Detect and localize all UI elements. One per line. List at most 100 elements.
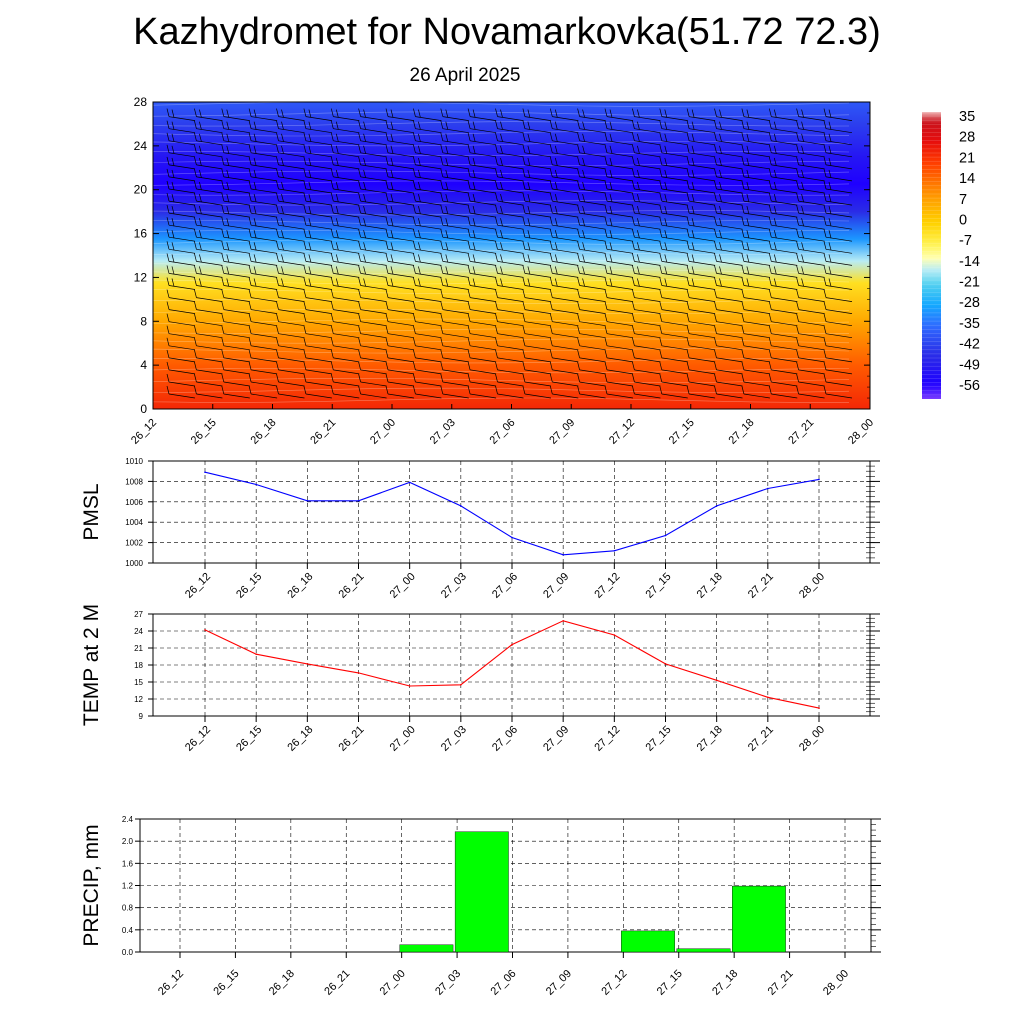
wind-barb-flag xyxy=(522,132,526,141)
contour-line xyxy=(152,279,850,285)
wind-barb-flag xyxy=(823,108,827,117)
wind-barb-flag xyxy=(686,180,690,190)
wind-barb-flag xyxy=(522,193,526,202)
wind-barb-flag xyxy=(746,218,750,227)
wind-barb-flag xyxy=(741,132,745,141)
wind-barb xyxy=(248,241,278,254)
wind-barb-shaft xyxy=(771,200,798,206)
wind-barb-flag xyxy=(440,337,444,346)
wind-barb-shaft xyxy=(771,381,798,387)
wind-barb-flag xyxy=(335,194,339,202)
wind-barb xyxy=(823,289,853,302)
wind-barb-flag xyxy=(659,361,663,370)
wind-barb-flag xyxy=(522,168,526,177)
wind-barb xyxy=(248,180,278,194)
y-tick-label: 24 xyxy=(134,139,148,153)
wind-barb-shaft xyxy=(278,248,305,254)
wind-barb-flag xyxy=(773,109,777,118)
wind-barb-flag xyxy=(276,313,279,322)
wind-barb-flag xyxy=(253,157,257,166)
wind-barb-flag xyxy=(276,108,279,117)
wind-barb-flag xyxy=(467,205,471,214)
wind-barb-flag xyxy=(632,253,635,262)
wind-barb xyxy=(632,217,661,230)
wind-barb-flag xyxy=(582,266,585,275)
wind-barb-shaft xyxy=(497,297,524,302)
wind-barb xyxy=(166,325,196,339)
wind-barb xyxy=(385,193,415,206)
wind-barb xyxy=(823,349,853,363)
wind-barb-flag xyxy=(166,361,170,370)
wind-barb-flag xyxy=(768,217,772,226)
wind-barb-shaft xyxy=(689,152,716,158)
wind-barb-flag xyxy=(522,361,526,370)
wind-barb-shaft xyxy=(798,116,825,121)
precip-bar xyxy=(621,930,675,953)
wind-barb-flag xyxy=(823,301,827,310)
x-tick-label: 26_18 xyxy=(249,417,279,447)
wind-barb-flag xyxy=(577,205,580,214)
wind-barb-flag xyxy=(828,169,832,178)
wind-barb-flag xyxy=(719,181,722,190)
wind-barb-shaft xyxy=(579,321,606,327)
wind-barb xyxy=(522,229,551,242)
wind-barb-shaft xyxy=(771,345,798,351)
wind-barb xyxy=(166,193,196,206)
wind-barb-shaft xyxy=(771,176,798,182)
wind-barb xyxy=(276,193,305,206)
wind-barb-shaft xyxy=(333,261,360,266)
wind-barb-flag xyxy=(385,241,389,250)
wind-barb-flag xyxy=(495,253,498,262)
wind-barb-flag xyxy=(664,181,668,190)
x-tick-label: 27_00 xyxy=(388,724,418,754)
wind-barb-shaft xyxy=(223,321,250,327)
wind-barb-flag xyxy=(221,361,225,370)
wind-barb xyxy=(221,156,250,170)
wind-barb-shaft xyxy=(360,381,387,387)
wind-barb xyxy=(413,289,442,302)
wind-barb xyxy=(604,229,634,242)
wind-barb xyxy=(221,265,250,278)
wind-barb-flag xyxy=(253,230,257,239)
wind-barb-flag xyxy=(281,278,284,287)
wind-barb-flag xyxy=(495,265,498,274)
wind-barb-flag xyxy=(166,373,170,383)
wind-barb-flag xyxy=(194,180,197,190)
wind-barb-flag xyxy=(166,301,170,310)
wind-barb-flag xyxy=(248,385,252,395)
wind-barb xyxy=(330,108,360,121)
wind-barb xyxy=(577,373,606,387)
wind-barb xyxy=(522,337,551,351)
wind-barb-shaft xyxy=(579,176,606,182)
wind-barb-flag xyxy=(194,265,197,274)
wind-barb-flag xyxy=(363,206,366,214)
wind-barb xyxy=(330,385,360,399)
wind-barb-flag xyxy=(440,168,444,177)
wind-barb-shaft xyxy=(497,321,524,327)
wind-barb xyxy=(276,132,305,146)
wind-barb-flag xyxy=(194,325,197,334)
wind-barb-shaft xyxy=(251,309,278,314)
wind-barb-flag xyxy=(303,229,307,238)
wind-barb xyxy=(440,373,469,387)
wind-barb xyxy=(549,205,579,218)
wind-barb xyxy=(495,193,524,206)
wind-barb xyxy=(194,217,223,230)
wind-barb xyxy=(714,265,743,278)
wind-barb xyxy=(467,301,497,314)
wind-barb xyxy=(303,301,332,314)
page-subtitle: 26 April 2025 xyxy=(409,65,521,86)
wind-barb-flag xyxy=(686,253,690,262)
wind-barb-shaft xyxy=(251,176,278,182)
wind-barb-flag xyxy=(221,229,225,238)
data-point xyxy=(818,478,820,481)
wind-barb-flag xyxy=(467,253,471,262)
wind-barb-flag xyxy=(719,266,722,275)
wind-barb-shaft xyxy=(333,248,360,254)
wind-barb-flag xyxy=(582,278,585,287)
wind-barb xyxy=(577,180,606,194)
x-tick-label: 26_15 xyxy=(234,571,264,601)
wind-barb xyxy=(166,373,196,387)
wind-barb-shaft xyxy=(552,297,579,302)
wind-barb-shaft xyxy=(743,116,770,121)
